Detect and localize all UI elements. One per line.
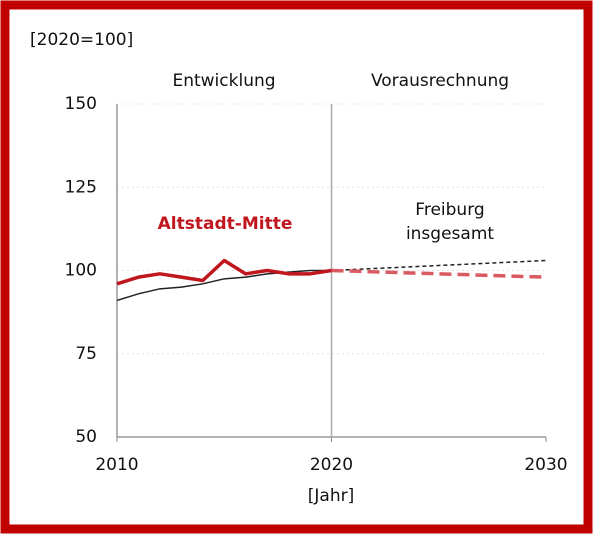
series-label: Altstadt-Mitte	[157, 214, 293, 234]
period-label: Vorausrechnung	[371, 71, 509, 91]
period-label: Entwicklung	[172, 71, 275, 91]
x-tick-label: 2010	[95, 455, 138, 475]
series-label-box: Freiburg insgesamt	[405, 200, 495, 244]
unit-label: [2020=100]	[30, 30, 133, 50]
series-label: Freiburg insgesamt	[405, 200, 495, 244]
x-axis-label: [Jahr]	[308, 486, 354, 506]
y-tick-label: 125	[65, 177, 97, 197]
x-tick-label: 2020	[310, 455, 353, 475]
y-tick-label: 75	[75, 344, 97, 364]
series-line	[116, 269, 332, 302]
y-tick-label: 50	[75, 427, 97, 447]
series-line	[116, 258, 332, 286]
series-line	[331, 259, 547, 272]
y-tick-label: 150	[65, 94, 97, 114]
y-tick-label: 100	[65, 261, 97, 281]
x-tick-label: 2030	[524, 455, 567, 475]
series-label-box: Altstadt-Mitte	[157, 214, 293, 234]
